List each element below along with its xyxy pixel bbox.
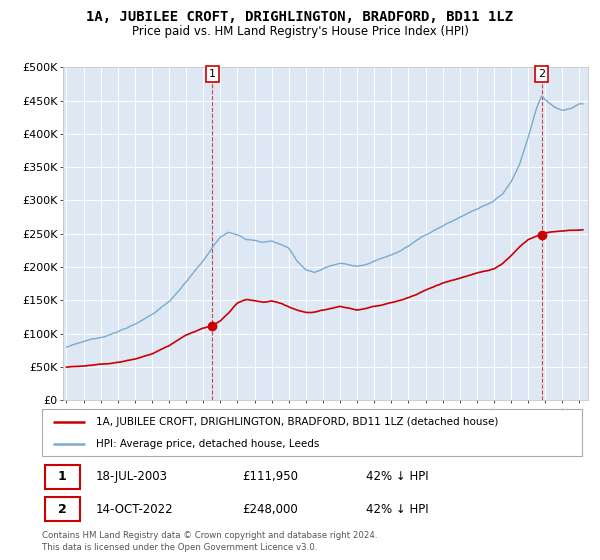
- Text: 18-JUL-2003: 18-JUL-2003: [96, 470, 168, 483]
- Text: 1A, JUBILEE CROFT, DRIGHLINGTON, BRADFORD, BD11 1LZ (detached house): 1A, JUBILEE CROFT, DRIGHLINGTON, BRADFOR…: [96, 417, 499, 427]
- Text: 1: 1: [209, 69, 216, 79]
- FancyBboxPatch shape: [42, 409, 582, 456]
- Text: HPI: Average price, detached house, Leeds: HPI: Average price, detached house, Leed…: [96, 438, 319, 449]
- Text: 42% ↓ HPI: 42% ↓ HPI: [366, 470, 428, 483]
- Text: 14-OCT-2022: 14-OCT-2022: [96, 502, 173, 516]
- Text: 42% ↓ HPI: 42% ↓ HPI: [366, 502, 428, 516]
- Text: 1A, JUBILEE CROFT, DRIGHLINGTON, BRADFORD, BD11 1LZ: 1A, JUBILEE CROFT, DRIGHLINGTON, BRADFOR…: [86, 10, 514, 24]
- Text: 2: 2: [58, 502, 67, 516]
- FancyBboxPatch shape: [45, 497, 80, 521]
- Text: Price paid vs. HM Land Registry's House Price Index (HPI): Price paid vs. HM Land Registry's House …: [131, 25, 469, 38]
- FancyBboxPatch shape: [45, 465, 80, 489]
- Text: £111,950: £111,950: [242, 470, 298, 483]
- Text: 2: 2: [538, 69, 545, 79]
- Text: 1: 1: [58, 470, 67, 483]
- Text: Contains HM Land Registry data © Crown copyright and database right 2024.
This d: Contains HM Land Registry data © Crown c…: [42, 531, 377, 552]
- Text: £248,000: £248,000: [242, 502, 298, 516]
